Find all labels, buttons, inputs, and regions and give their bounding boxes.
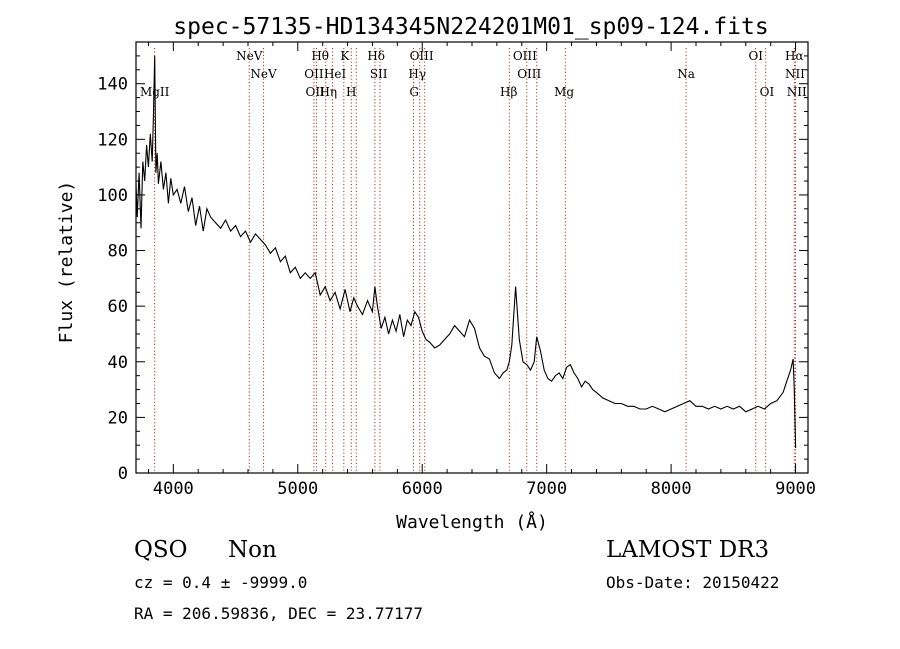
line-annotation: OII [306, 85, 326, 99]
y-axis-label: Flux (relative) [56, 181, 77, 344]
y-tick-label: 100 [97, 186, 128, 206]
line-annotation: H [346, 85, 356, 99]
x-tick-label: 6000 [402, 479, 443, 499]
line-annotation: Hδ [367, 49, 385, 63]
line-annotation: OIII [410, 49, 434, 63]
y-axis: 0 20 40 60 80 100 120 140 [97, 55, 808, 484]
ra-dec: RA = 206.59836, DEC = 23.77177 [134, 604, 423, 623]
line-annotation: NII [787, 85, 807, 99]
y-tick-label: 20 [108, 408, 128, 428]
line-annotation: NeV [236, 49, 263, 63]
object-class: QSO [134, 537, 188, 563]
y-tick-label: 120 [97, 130, 128, 150]
y-tick-label: 60 [108, 297, 128, 317]
y-tick-label: 40 [108, 353, 128, 373]
line-annotation: HeI [324, 67, 347, 81]
line-annotation: Hθ [311, 49, 329, 63]
spectrum-line [135, 55, 797, 449]
line-annotation: OI [748, 49, 763, 63]
line-annotation: NeV [250, 67, 277, 81]
redshift-cz: cz = 0.4 ± -9999.0 [134, 573, 308, 592]
line-annotation: Na [677, 67, 695, 81]
x-tick-label: 8000 [651, 479, 692, 499]
x-tick-label: 7000 [526, 479, 567, 499]
survey-name: LAMOST DR3 [606, 537, 770, 563]
x-tick-label: 4000 [153, 479, 194, 499]
emission-line-markers [154, 48, 797, 473]
observation-date: Obs-Date: 20150422 [606, 573, 780, 592]
line-annotation: G [409, 85, 419, 99]
line-annotation: OI [760, 85, 775, 99]
line-annotation: SII [370, 67, 388, 81]
line-annotation: NII [785, 67, 805, 81]
line-annotation: Hη [319, 85, 337, 99]
y-tick-label: 140 [97, 75, 128, 95]
object-subclass: Non [228, 537, 277, 563]
y-tick-label: 0 [118, 464, 128, 484]
line-annotation: K [340, 49, 350, 63]
line-annotation: OIII [517, 67, 541, 81]
x-tick-label: 9000 [775, 479, 816, 499]
line-annotation: Hα [785, 49, 804, 63]
x-axis: 4000 5000 6000 7000 8000 9000 [147, 42, 816, 499]
chart-title: spec-57135-HD134345N224201M01_sp09-124.f… [173, 14, 768, 40]
line-annotation: OII [304, 67, 324, 81]
line-annotation: OIII [513, 49, 537, 63]
y-tick-label: 80 [108, 242, 128, 262]
line-annotation: Hγ [408, 67, 426, 81]
x-axis-label: Wavelength (Å) [396, 511, 548, 533]
x-tick-label: 5000 [277, 479, 318, 499]
line-annotation: Hβ [500, 85, 517, 99]
line-annotation: Mg [554, 85, 574, 99]
